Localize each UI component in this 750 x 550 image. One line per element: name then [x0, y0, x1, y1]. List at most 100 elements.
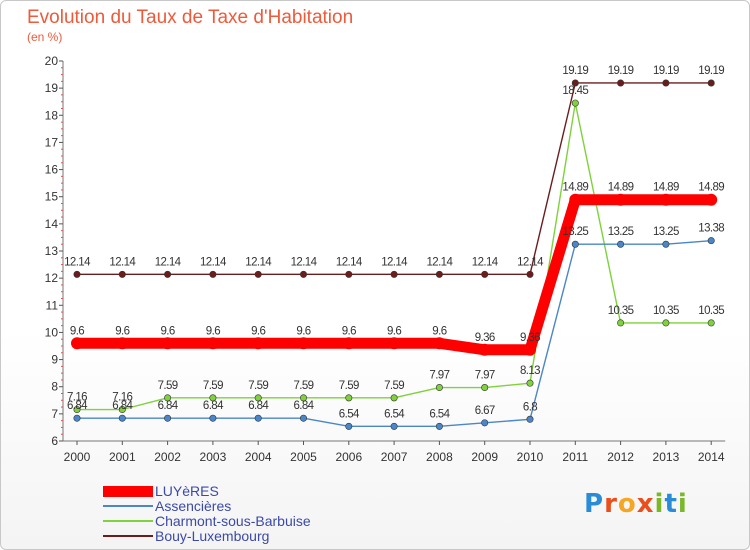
data-point — [164, 394, 172, 402]
x-tick-label: 2012 — [607, 450, 634, 464]
legend-swatch — [103, 520, 153, 522]
x-tick-label: 2010 — [517, 450, 544, 464]
data-point — [526, 415, 534, 423]
data-label: 9.6 — [342, 325, 356, 337]
x-tick-label: 2005 — [290, 450, 317, 464]
data-point — [116, 337, 129, 350]
x-tick-label: 2009 — [471, 450, 498, 464]
data-label: 9.6 — [296, 325, 310, 337]
x-tick-label: 2013 — [653, 450, 680, 464]
data-point — [73, 270, 81, 278]
data-point — [617, 79, 625, 87]
data-point — [433, 337, 446, 350]
y-tick-label: 9 — [51, 353, 58, 367]
data-label: 6.84 — [203, 400, 224, 412]
data-label: 7.59 — [203, 380, 223, 392]
x-tick-label: 2000 — [64, 450, 91, 464]
y-tick-label: 14 — [45, 217, 59, 231]
data-point — [209, 270, 217, 278]
data-label: 10.35 — [653, 305, 679, 317]
data-point — [164, 270, 172, 278]
data-point — [209, 414, 217, 422]
data-label: 6.84 — [158, 400, 179, 412]
y-tick-label: 20 — [45, 54, 59, 68]
data-label: 19.19 — [562, 65, 588, 77]
data-point — [345, 394, 353, 402]
data-label: 7.97 — [475, 370, 495, 382]
legend-label: LUYèRES — [155, 483, 219, 499]
x-tick-label: 2003 — [200, 450, 227, 464]
data-label: 13.25 — [653, 226, 679, 238]
y-tick-label: 12 — [45, 271, 59, 285]
data-point — [118, 414, 126, 422]
data-point — [617, 240, 625, 248]
data-label: 12.14 — [155, 256, 182, 268]
data-label: 6.84 — [294, 400, 315, 412]
legend-label: Assencières — [155, 498, 232, 514]
data-label: 9.6 — [161, 325, 175, 337]
data-point — [342, 337, 355, 350]
data-label: 9.6 — [387, 325, 401, 337]
data-point — [662, 240, 670, 248]
data-label: 19.19 — [653, 65, 679, 77]
legend-label: Bouy-Luxembourg — [155, 528, 270, 544]
data-point — [571, 99, 579, 107]
data-label: 7.16 — [67, 392, 87, 404]
data-point — [478, 343, 491, 356]
data-point — [73, 414, 81, 422]
data-point — [481, 270, 489, 278]
data-label: 7.59 — [158, 380, 178, 392]
data-label: 12.14 — [427, 256, 454, 268]
x-tick-label: 2002 — [154, 450, 181, 464]
data-label: 6.54 — [339, 408, 360, 420]
data-label: 7.59 — [339, 380, 359, 392]
data-point — [705, 193, 718, 206]
data-label: 6.54 — [429, 408, 450, 420]
data-point — [345, 422, 353, 430]
data-point — [662, 319, 670, 327]
data-point — [662, 79, 670, 87]
data-label: 10.35 — [698, 305, 724, 317]
legend-swatch — [103, 505, 153, 507]
y-tick-label: 16 — [45, 163, 59, 177]
data-label: 9.6 — [206, 325, 220, 337]
x-tick-label: 2006 — [335, 450, 362, 464]
data-label: 9.36 — [520, 332, 540, 344]
data-label: 12.14 — [517, 256, 544, 268]
data-label: 13.25 — [562, 226, 588, 238]
data-point — [571, 79, 579, 87]
data-label: 12.14 — [336, 256, 363, 268]
data-point — [526, 379, 534, 387]
data-point — [71, 337, 83, 350]
data-label: 6.84 — [248, 400, 269, 412]
data-label: 9.6 — [251, 325, 265, 337]
data-point — [524, 343, 536, 356]
y-tick-label: 18 — [45, 108, 59, 122]
data-label: 14.89 — [608, 182, 634, 194]
data-point — [73, 406, 81, 414]
data-point — [206, 337, 219, 350]
data-point — [118, 270, 126, 278]
data-label: 12.14 — [472, 256, 499, 268]
data-point — [118, 406, 126, 414]
data-point — [388, 337, 401, 350]
data-point — [209, 394, 217, 402]
data-point — [481, 419, 489, 427]
legend-swatch — [103, 485, 153, 497]
data-label: 6.84 — [112, 400, 133, 412]
y-tick-label: 6 — [51, 434, 58, 448]
data-point — [299, 394, 307, 402]
x-tick-label: 2004 — [245, 450, 272, 464]
data-label: 7.59 — [384, 380, 404, 392]
data-label: 12.14 — [109, 256, 136, 268]
data-label: 7.59 — [294, 380, 314, 392]
data-label: 7.16 — [112, 392, 132, 404]
data-point — [614, 193, 627, 206]
data-point — [707, 79, 715, 87]
data-point — [435, 422, 443, 430]
x-tick-label: 2011 — [562, 450, 588, 464]
data-label: 7.59 — [248, 380, 268, 392]
data-point — [659, 193, 672, 206]
data-point — [299, 414, 307, 422]
x-tick-label: 2001 — [109, 450, 136, 464]
